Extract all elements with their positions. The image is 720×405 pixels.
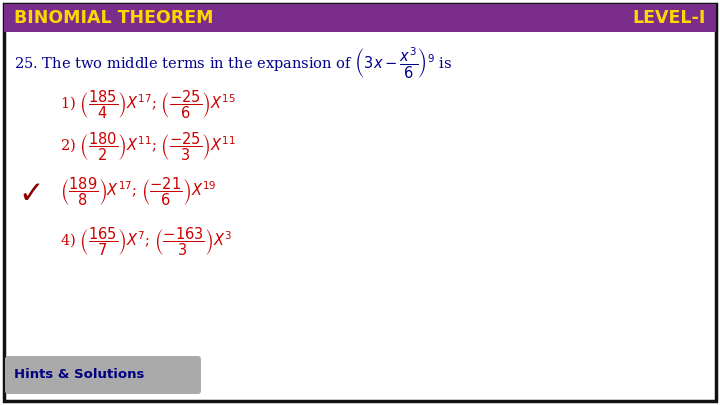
Text: $\checkmark$: $\checkmark$ — [18, 177, 40, 207]
Text: 1) $\left(\dfrac{185}{4}\right)X^{17}$; $\left(\dfrac{-25}{6}\right)X^{15}$: 1) $\left(\dfrac{185}{4}\right)X^{17}$; … — [60, 89, 236, 121]
FancyBboxPatch shape — [5, 356, 201, 394]
Bar — [4, 4, 716, 32]
Text: $\left(\dfrac{189}{8}\right)X^{17}$; $\left(\dfrac{-21}{6}\right)X^{19}$: $\left(\dfrac{189}{8}\right)X^{17}$; $\l… — [60, 176, 217, 208]
Text: BINOMIAL THEOREM: BINOMIAL THEOREM — [14, 9, 214, 27]
Text: 4) $\left(\dfrac{165}{7}\right)X^{7}$; $\left(\dfrac{-163}{3}\right)X^{3}$: 4) $\left(\dfrac{165}{7}\right)X^{7}$; $… — [60, 226, 233, 258]
Text: LEVEL-I: LEVEL-I — [633, 9, 706, 27]
Text: 25. The two middle terms in the expansion of $\left(3x-\dfrac{x^3}{6}\right)^{9}: 25. The two middle terms in the expansio… — [14, 45, 452, 81]
Text: Hints & Solutions: Hints & Solutions — [14, 369, 145, 382]
Text: 2) $\left(\dfrac{180}{2}\right)X^{11}$; $\left(\dfrac{-25}{3}\right)X^{11}$: 2) $\left(\dfrac{180}{2}\right)X^{11}$; … — [60, 131, 236, 163]
